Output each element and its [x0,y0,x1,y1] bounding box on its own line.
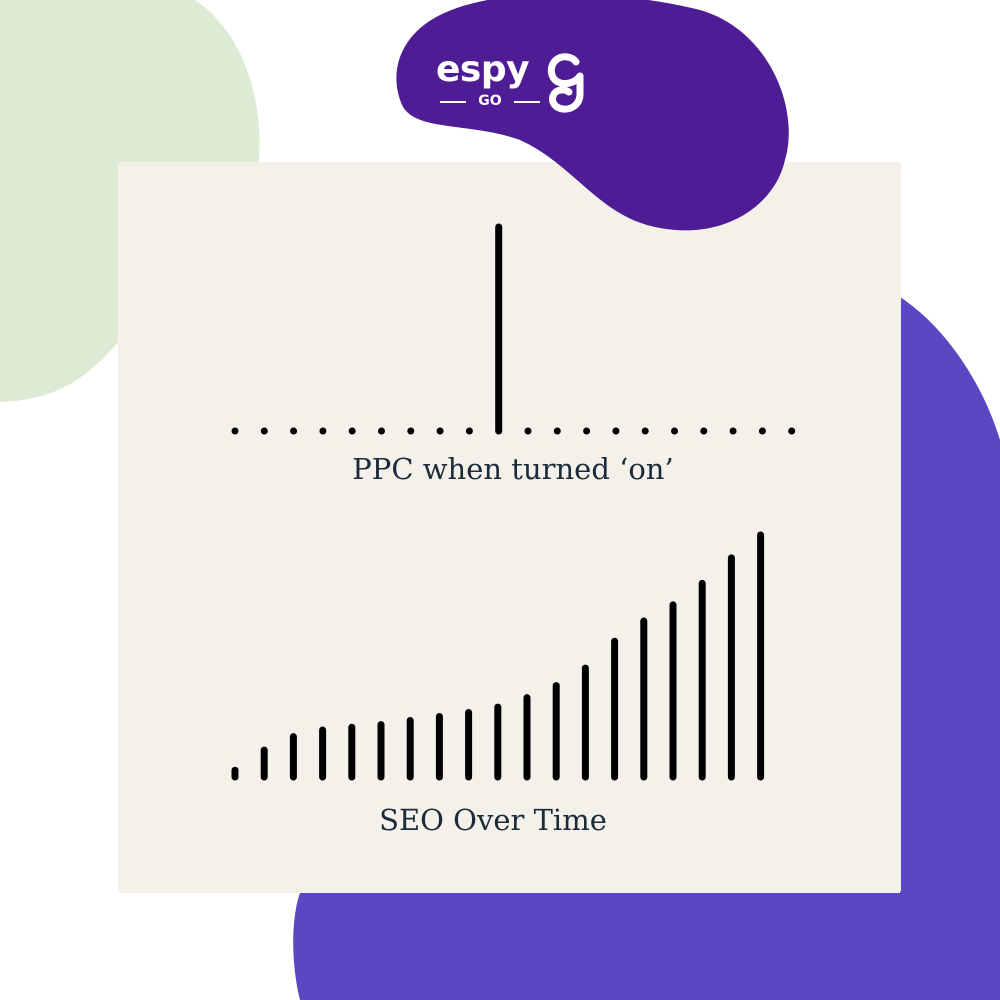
espy-go-logo: espy GO [432,50,597,120]
logo-wordmark: espy [436,49,530,90]
ppc-chart-title: PPC when turned ‘on’ [352,452,674,486]
seo-chart-title: SEO Over Time [379,803,607,837]
logo-subtitle: GO [478,93,502,109]
logo-rule-right [514,101,540,103]
chart-card [118,162,901,893]
espy-g-icon [547,53,584,113]
logo-rule-left [440,101,466,103]
